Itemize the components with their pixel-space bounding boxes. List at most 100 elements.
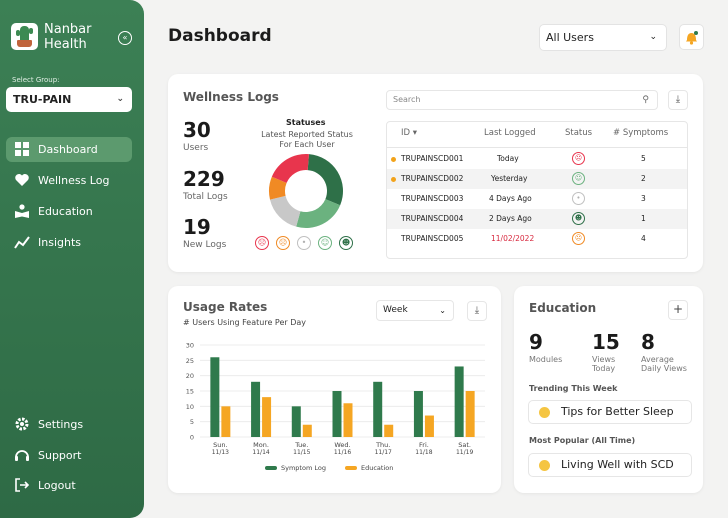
row-last-logged: Yesterday	[491, 174, 528, 183]
page-title: Dashboard	[168, 26, 272, 46]
grid-icon	[15, 142, 29, 156]
statuses-subtitle: Latest Reported Status For Each User	[261, 130, 353, 149]
x-tick-date: 11/13	[212, 449, 229, 456]
search-icon: ⚲	[642, 95, 649, 105]
nav-item-settings[interactable]: Settings	[6, 412, 132, 437]
chevron-down-icon: ⌄	[439, 306, 446, 315]
x-tick-date: 11/19	[456, 449, 473, 456]
new-log-indicator	[391, 157, 396, 162]
popular-label: Most Popular (All Time)	[529, 436, 636, 445]
table-row[interactable]: TRUPAINSCD002 Yesterday ☺ 2	[387, 169, 687, 189]
modules-label: Modules	[529, 355, 563, 364]
nav-item-dashboard[interactable]: Dashboard	[6, 137, 132, 162]
logs-table: ID ▾ Last Logged Status # Symptoms TRUPA…	[386, 121, 688, 259]
usage-bar-chart: 0 5 10 15 20 25 30 Sun.11/13 Mon.11/14 Tue.11/15 W…	[186, 342, 485, 472]
sad-face-icon: ☹	[276, 236, 290, 250]
usage-rates-subtitle: # Users Using Feature Per Day	[183, 318, 306, 327]
column-header-status[interactable]: Status	[565, 128, 593, 138]
bar-education	[424, 415, 434, 437]
bar-symptom-log	[210, 357, 220, 437]
nav-item-education[interactable]: Education	[6, 199, 132, 224]
select-group-label: Select Group:	[12, 76, 60, 84]
bell-icon	[686, 31, 698, 45]
row-id: TRUPAINSCD005	[401, 234, 464, 243]
average-daily-views-label: Average Daily Views	[641, 355, 687, 373]
bar-education	[384, 424, 394, 437]
bar-education	[343, 403, 353, 437]
headset-icon	[15, 450, 29, 461]
bar-education	[465, 391, 475, 437]
row-last-logged: 2 Days Ago	[489, 214, 532, 223]
sad-face-icon: ☹	[572, 232, 585, 245]
donut-slice-happy	[296, 199, 341, 228]
chart-line-icon	[14, 236, 30, 249]
user-filter-select[interactable]: All Users ⌄	[539, 24, 667, 51]
table-row[interactable]: TRUPAINSCD001 Today ☹ 5	[387, 149, 687, 169]
bar-education	[302, 424, 312, 437]
column-header-symptoms[interactable]: # Symptoms	[613, 128, 669, 138]
donut-slice-neutral	[270, 195, 301, 227]
column-header-last-logged[interactable]: Last Logged	[484, 128, 536, 138]
education-card	[514, 286, 703, 493]
very-sad-face-icon: ☹	[255, 236, 269, 250]
nav-item-support[interactable]: Support	[6, 443, 132, 468]
very-sad-face-icon: ☹	[572, 152, 585, 165]
happy-face-icon: ☺	[572, 172, 585, 185]
trending-item[interactable]: Tips for Better Sleep	[528, 400, 692, 424]
y-tick-label: 0	[190, 434, 194, 442]
table-row[interactable]: TRUPAINSCD004 2 Days Ago ☻ 1	[387, 209, 687, 229]
education-title: Education	[529, 301, 597, 315]
modules-count: 9	[529, 330, 543, 354]
row-symptoms: 5	[641, 154, 646, 163]
sleepy-emoji-icon	[539, 407, 550, 418]
x-tick-date: 11/14	[252, 449, 269, 456]
table-row[interactable]: TRUPAINSCD005 11/02/2022 ☹ 4	[387, 229, 687, 249]
bar-symptom-log	[251, 381, 261, 437]
add-module-button[interactable]: +	[668, 300, 688, 320]
row-symptoms: 4	[641, 234, 646, 243]
search-input[interactable]: Search ⚲	[386, 90, 658, 110]
row-id: TRUPAINSCD004	[401, 214, 464, 223]
x-tick-label: Sat.	[458, 441, 471, 449]
row-last-logged-overdue: 11/02/2022	[491, 234, 535, 243]
heart-icon	[15, 174, 29, 186]
legend-swatch	[265, 466, 277, 470]
bar-symptom-log	[454, 366, 464, 437]
chevron-down-icon: ⌄	[116, 94, 124, 104]
group-select[interactable]: TRU-PAIN ⌄	[6, 87, 132, 112]
donut-slice-very-happy	[307, 154, 343, 206]
download-usage-button[interactable]: ⤓	[467, 301, 487, 321]
x-tick-label: Tue.	[294, 441, 308, 449]
x-tick-label: Fri.	[419, 441, 429, 449]
new-log-indicator	[391, 177, 396, 182]
total-logs-count: 229	[183, 167, 225, 191]
neutral-face-icon: •	[297, 236, 311, 250]
x-tick-date: 11/15	[293, 449, 310, 456]
row-last-logged: 4 Days Ago	[489, 194, 532, 203]
x-tick-label: Sun.	[213, 441, 227, 449]
happy-face-icon: ☺	[318, 236, 332, 250]
logout-icon	[15, 478, 30, 492]
download-logs-button[interactable]: ⤓	[668, 90, 688, 110]
y-tick-label: 30	[186, 342, 194, 350]
y-tick-label: 25	[186, 357, 194, 365]
nav-item-logout[interactable]: Logout	[6, 473, 132, 498]
column-header-id[interactable]: ID ▾	[401, 128, 418, 138]
download-icon: ⤓	[675, 94, 681, 105]
nav-item-wellness-log[interactable]: Wellness Log	[6, 168, 132, 193]
nav-item-insights[interactable]: Insights	[6, 230, 132, 255]
sidebar: Nanbar Health « Select Group: TRU-PAIN ⌄ …	[0, 0, 144, 518]
x-tick-label: Mon.	[253, 441, 269, 449]
donut-slice-very-sad	[271, 154, 309, 183]
wellness-logs-title: Wellness Logs	[183, 90, 279, 104]
row-symptoms: 2	[641, 174, 646, 183]
download-icon: ⤓	[474, 305, 480, 316]
table-row[interactable]: TRUPAINSCD003 4 Days Ago • 3	[387, 189, 687, 209]
collapse-sidebar-icon[interactable]: «	[118, 31, 132, 45]
y-tick-label: 15	[186, 388, 194, 396]
bar-education	[221, 406, 231, 437]
popular-item[interactable]: Living Well with SCD	[528, 453, 692, 477]
range-select[interactable]: Week ⌄	[376, 300, 454, 321]
notifications-button[interactable]	[679, 24, 704, 50]
bar-education	[262, 397, 272, 437]
